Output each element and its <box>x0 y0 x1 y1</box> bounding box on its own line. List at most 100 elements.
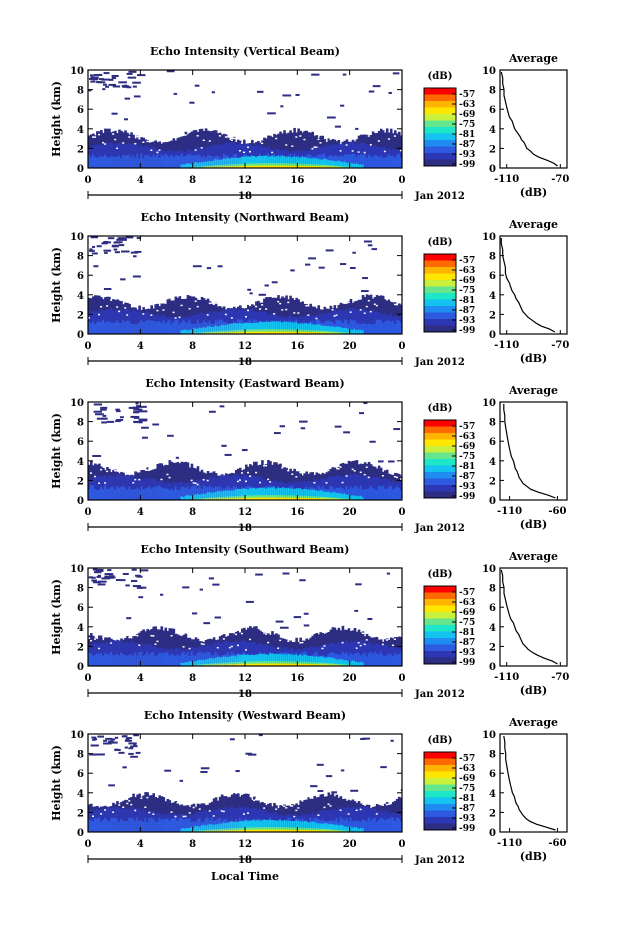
echo-cell <box>164 627 168 666</box>
echo-cell <box>206 824 210 832</box>
echo-cell <box>90 311 93 334</box>
echo-cell <box>95 569 104 572</box>
echo-cell <box>279 829 282 832</box>
echo-cell <box>355 163 359 168</box>
echo-cell <box>305 130 308 168</box>
echo-cell <box>349 817 353 832</box>
echo-gap <box>102 800 105 803</box>
echo-cell <box>365 310 369 334</box>
echo-cell <box>162 652 166 666</box>
echo-cell <box>104 817 107 832</box>
echo-gap <box>391 644 395 647</box>
panel-title: Echo Intensity (Southward Beam) <box>141 543 350 556</box>
echo-cell <box>218 662 222 666</box>
echo-cell <box>275 663 278 666</box>
echo-cell <box>295 322 298 334</box>
echo-cell <box>170 323 174 334</box>
echo-cell <box>198 162 202 168</box>
echo-cell <box>295 297 298 334</box>
colorbar-tick-label: -63 <box>459 100 475 110</box>
echo-cell <box>224 332 228 334</box>
echo-gap <box>116 306 119 308</box>
echo-cell <box>102 414 107 417</box>
echo-cell <box>132 85 137 88</box>
echo-cell <box>212 160 216 168</box>
echo-cell <box>220 664 224 666</box>
echo-cell <box>210 658 214 666</box>
echo-cell <box>385 655 389 666</box>
echo-cell <box>331 492 335 500</box>
echo-cell <box>218 642 222 666</box>
echo-cell <box>297 299 300 334</box>
echo-cell <box>196 319 200 334</box>
echo-cell <box>94 311 97 334</box>
echo-cell <box>234 309 238 334</box>
echo-cell <box>132 818 135 832</box>
echo-cell <box>291 165 294 168</box>
echo-cell <box>299 821 302 832</box>
echo-cell <box>365 488 369 500</box>
echo-gap <box>188 308 192 310</box>
echo-cell <box>295 497 298 500</box>
echo-cell <box>247 829 250 832</box>
echo-cell <box>273 487 276 500</box>
echo-cell <box>285 497 288 500</box>
echo-cell <box>200 652 204 666</box>
echo-cell <box>242 654 246 666</box>
echo-cell <box>144 488 147 500</box>
echo-gap <box>148 467 151 470</box>
echo-cell <box>289 322 292 334</box>
echo-cell <box>196 498 200 500</box>
echo-cell <box>184 818 188 832</box>
echo-cell <box>164 819 168 832</box>
echo-cell <box>265 488 268 500</box>
echo-gap <box>156 640 160 643</box>
echo-cell <box>275 156 278 168</box>
echo-cell <box>132 309 135 334</box>
echo-gap <box>347 813 351 815</box>
echo-cell <box>138 652 141 666</box>
echo-cell <box>186 295 190 334</box>
echo-cell <box>198 166 202 168</box>
echo-cell <box>265 819 268 832</box>
echo-cell <box>148 818 151 832</box>
y-tick-label: 6 <box>77 105 84 116</box>
echo-cell <box>333 327 337 334</box>
echo-cell <box>202 664 206 666</box>
echo-gap <box>313 300 317 303</box>
y-tick-label: 8 <box>77 750 84 761</box>
echo-cell <box>146 822 149 832</box>
echo-cell <box>192 821 196 832</box>
echo-cell <box>273 820 276 832</box>
echo-gap <box>393 638 397 640</box>
echo-cell <box>263 322 266 334</box>
echo-gap <box>289 638 292 641</box>
echo-cell <box>347 494 351 500</box>
echo-cell <box>283 155 286 168</box>
echo-cell <box>263 497 266 500</box>
echo-cell <box>242 497 246 500</box>
echo-gap <box>98 482 101 484</box>
echo-cell <box>347 806 351 832</box>
echo-cell <box>98 476 101 500</box>
echo-cell <box>315 656 319 666</box>
echo-gap <box>313 146 317 148</box>
echo-cell <box>202 162 206 168</box>
echo-cell <box>198 826 202 832</box>
echo-cell <box>236 663 240 666</box>
echo-cell <box>105 737 113 740</box>
echo-cell <box>174 817 178 832</box>
echo-cell <box>148 156 151 168</box>
echo-cell <box>391 817 395 832</box>
echo-cell <box>357 475 361 500</box>
echo-gap <box>317 302 321 304</box>
echo-cell <box>325 145 329 168</box>
echo-cell <box>299 420 308 423</box>
echo-gap <box>200 147 204 149</box>
echo-cell <box>341 166 345 168</box>
echo-cell <box>273 165 276 168</box>
echo-cell <box>359 164 363 168</box>
echo-cell <box>111 576 116 579</box>
echo-cell <box>305 821 308 832</box>
echo-cell <box>186 154 190 168</box>
